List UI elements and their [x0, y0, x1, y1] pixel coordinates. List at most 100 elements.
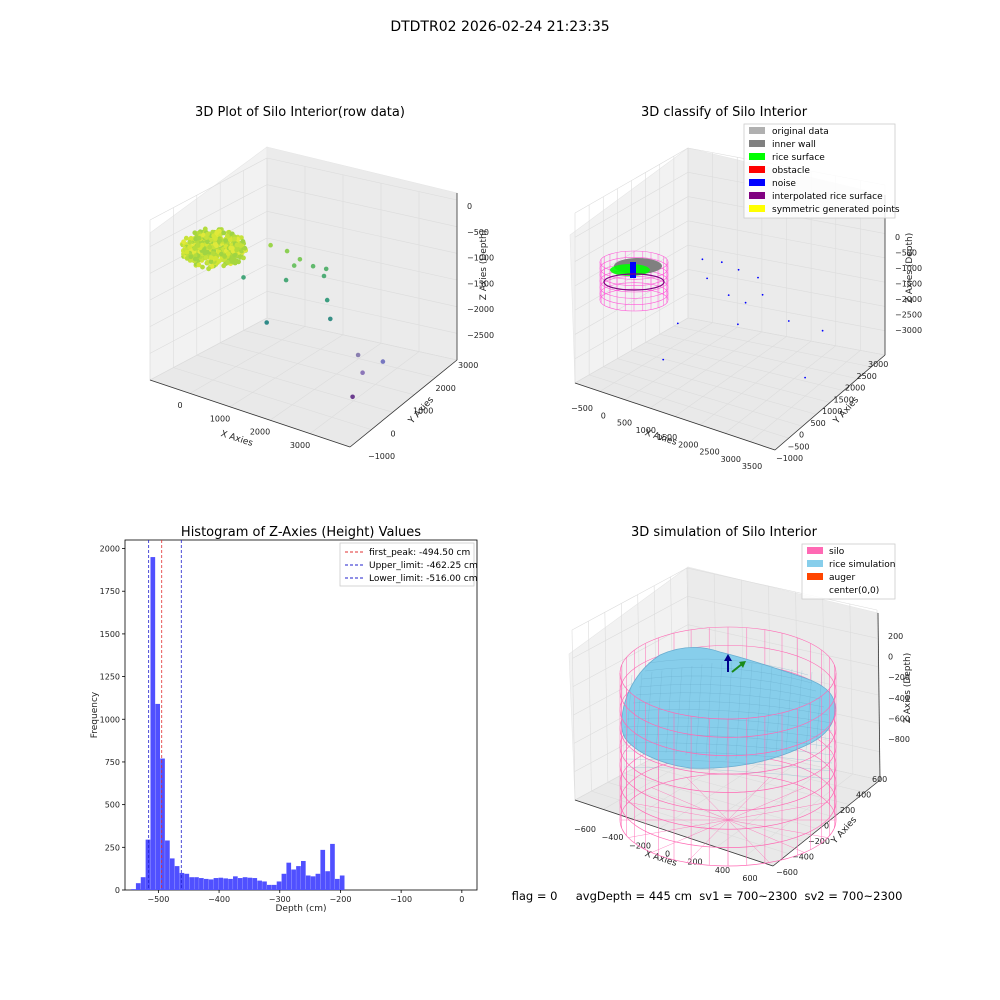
silo-bottom-spoke [651, 819, 729, 853]
histogram-bar [237, 878, 243, 890]
raw-data-z-tick-label: −500 [467, 228, 489, 237]
legend-label: Upper_limit: -462.25 cm [369, 561, 478, 571]
classify-x-tick-label: 3000 [721, 455, 741, 464]
legend-label: inner wall [772, 140, 816, 150]
rice-mesh-line [675, 667, 683, 755]
simulation-z-tick-label: −400 [888, 694, 910, 703]
rice-mesh-line [735, 661, 743, 759]
histogram-bar [247, 877, 253, 890]
histogram-bar [160, 758, 165, 890]
legend-swatch [749, 192, 765, 199]
legend-swatch [749, 140, 765, 147]
cluster-point [232, 252, 238, 258]
cluster-point [187, 239, 193, 245]
legend-swatch [807, 560, 823, 567]
classify-y-tick-label: 2000 [845, 384, 865, 393]
histogram-bar [320, 849, 326, 890]
simulation-auger-arrows [724, 654, 746, 673]
histogram-bar [330, 843, 335, 890]
simulation-y-tick-label: 400 [856, 791, 871, 800]
cluster-point [183, 235, 189, 241]
histogram-bar [334, 878, 340, 890]
simulation-x-ticks: −600 −400 −200 0 200 400 600 [574, 825, 758, 883]
rice-mesh-line [645, 671, 653, 751]
histogram-bar [305, 875, 311, 890]
panel-raw-data-title: 3D Plot of Silo Interior(row data) [195, 105, 405, 120]
noise-point [676, 322, 679, 325]
rice-mesh-line [725, 659, 733, 761]
rice-mesh-line [625, 674, 633, 749]
classify-y-tick-label: 1000 [822, 407, 842, 416]
legend-label: symmetric generated points [772, 205, 900, 215]
cluster-point [239, 235, 244, 241]
rice-mesh-line [665, 668, 673, 753]
raw-data-point [264, 320, 270, 325]
raw-data-point [310, 263, 316, 269]
histogram-y-tick-label: 1250 [100, 673, 120, 682]
histogram-x-tick-label: −200 [329, 895, 351, 904]
cluster-point [216, 258, 222, 264]
raw-data-y-ticks: −1000 0 1000 2000 3000 [368, 361, 478, 461]
raw-data-x-ticks: 0 1000 2000 3000 [177, 401, 310, 450]
classify-noise-points [662, 258, 824, 379]
simulation-silo-wireframe-front [619, 672, 837, 867]
simulation-y-tick-label: 0 [824, 822, 829, 831]
histogram-x-ticks: −500 −400 −300 −200 −100 0 [147, 890, 464, 904]
histogram-bar [286, 862, 292, 890]
classify-y-tick-label: 3000 [868, 360, 888, 369]
histogram-bar [242, 877, 248, 890]
cluster-point [223, 238, 229, 243]
rice-mesh-line [626, 717, 833, 732]
histogram-bar [223, 878, 228, 890]
raw-data-point [328, 316, 333, 322]
histogram-bar [325, 871, 330, 890]
classify-z-tick-label: −1000 [895, 264, 922, 273]
silo-bottom-spoke [727, 819, 828, 838]
classify-x-tick-label: 0 [601, 411, 606, 420]
cluster-point [202, 250, 208, 256]
histogram-bar [184, 873, 190, 890]
cluster-point [210, 251, 216, 256]
noise-point [720, 261, 723, 264]
histogram-y-tick-label: 1750 [100, 587, 120, 596]
rice-mesh-line [775, 667, 783, 755]
histogram-bar [218, 877, 224, 890]
histogram-bar [281, 873, 287, 890]
raw-data-point [268, 242, 273, 248]
cluster-point [196, 262, 202, 268]
cluster-point [240, 239, 246, 244]
raw-data-x-tick-label: 1000 [210, 414, 230, 423]
raw-data-surface-cluster [179, 226, 249, 272]
classify-silo-cylinder [599, 250, 669, 312]
histogram-bar [296, 866, 301, 890]
cluster-point [210, 229, 216, 235]
noise-point [706, 277, 708, 280]
rice-mesh-line [655, 670, 663, 752]
histogram-bar [165, 840, 170, 890]
raw-data-point [355, 352, 361, 358]
silo-bottom-spoke [686, 777, 729, 821]
raw-data-point [321, 273, 327, 279]
histogram-bar [271, 884, 277, 890]
legend-swatch [749, 127, 765, 134]
classify-z-tick-label: −3000 [895, 326, 922, 335]
classify-x-tick-label: 2500 [699, 448, 719, 457]
rice-mesh-line [641, 675, 817, 692]
raw-data-x-tick-label: 2000 [250, 428, 270, 437]
legend-label: auger [829, 573, 855, 583]
cluster-point [192, 230, 198, 236]
raw-data-z-tick-label: 0 [467, 202, 472, 211]
cluster-point [216, 228, 222, 234]
histogram-y-tick-label: 750 [105, 758, 120, 767]
simulation-y-tick-label: −200 [808, 837, 830, 846]
cluster-point [232, 236, 237, 242]
rice-surface [621, 647, 836, 769]
classify-z-tick-label: −1500 [895, 280, 922, 289]
rice-mesh-line [815, 673, 823, 750]
rice-mesh-line [765, 665, 773, 756]
legend-label: noise [772, 179, 796, 189]
histogram-y-tick-label: 1500 [100, 630, 120, 639]
legend-label: obstacle [772, 166, 810, 176]
raw-data-z-ticks: 0 −500 −1000 −1500 −2000 −2500 [467, 202, 494, 340]
cluster-point [217, 238, 222, 243]
